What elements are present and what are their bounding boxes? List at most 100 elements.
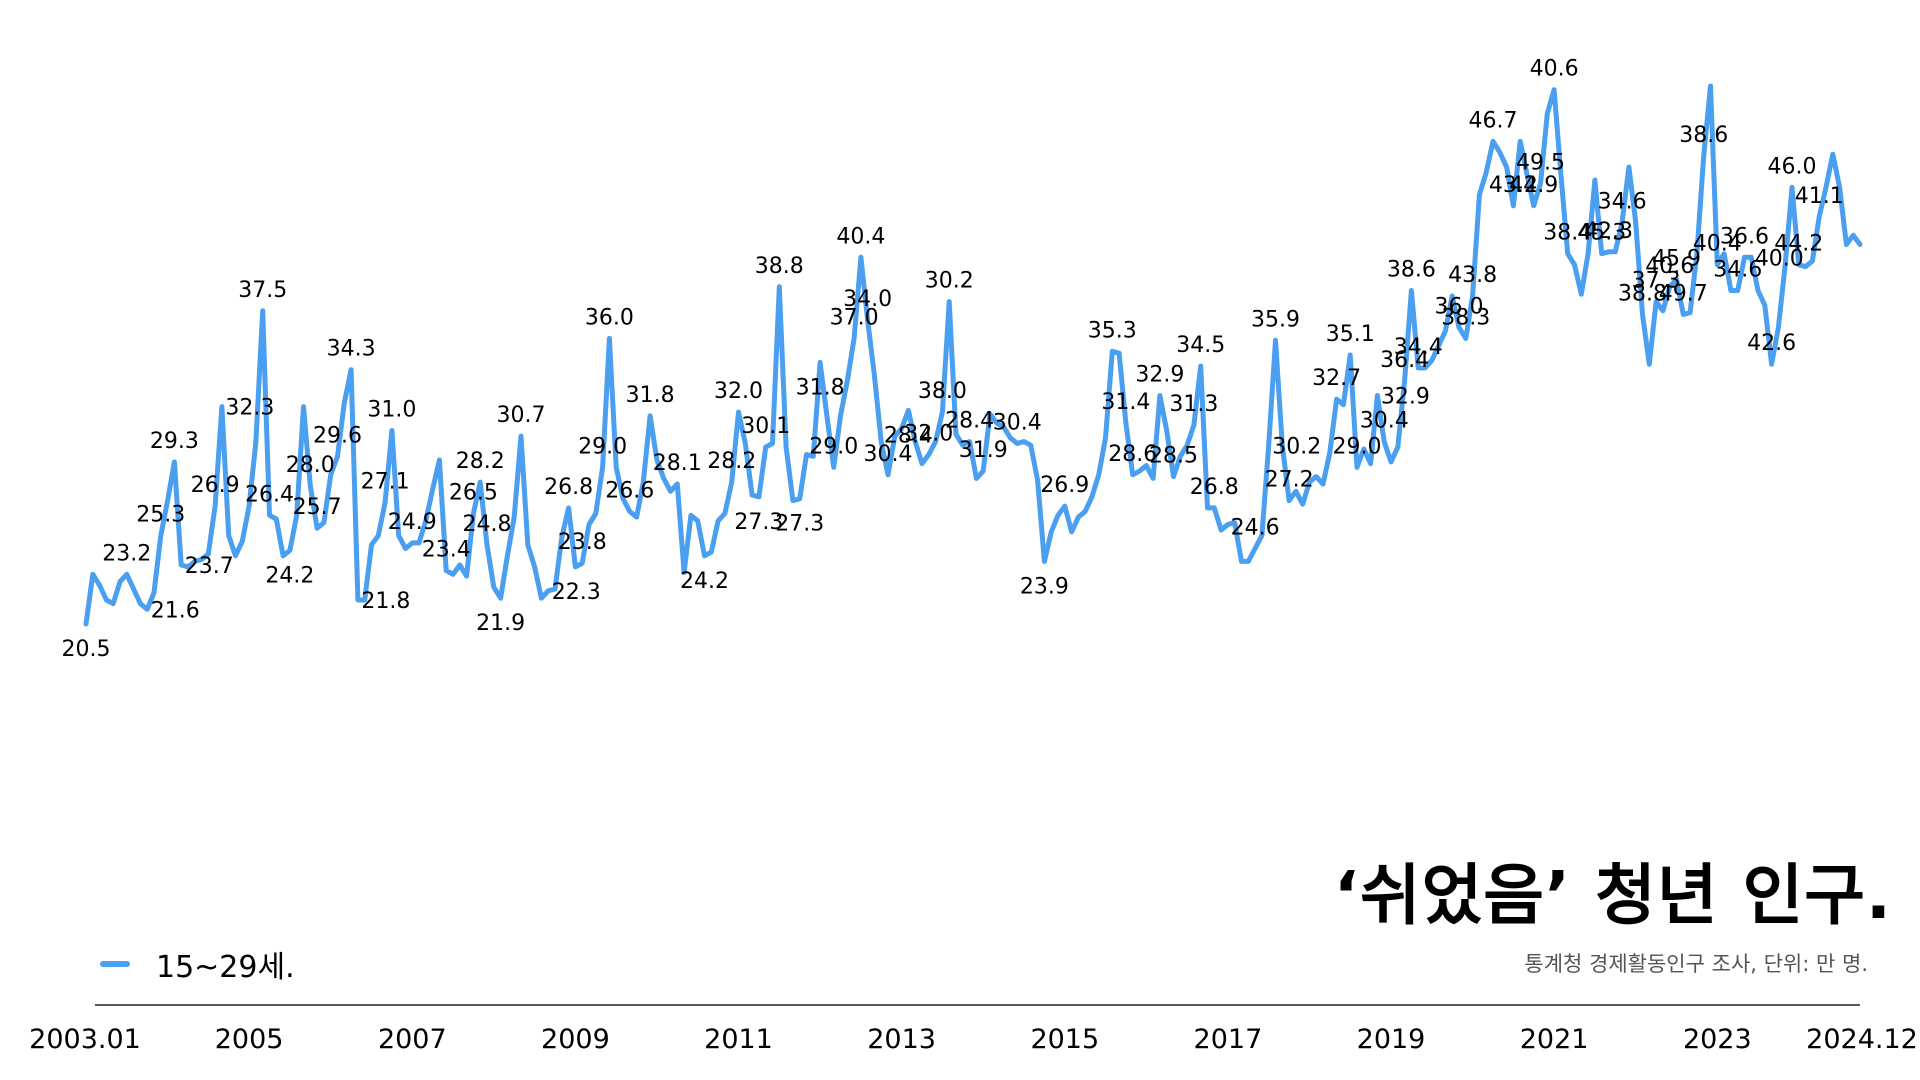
data-label: 26.8 — [544, 475, 593, 500]
data-label: 40.4 — [1693, 232, 1742, 257]
data-label: 25.7 — [293, 495, 342, 520]
data-label: 49.7 — [1659, 282, 1708, 307]
data-label: 31.4 — [1101, 390, 1150, 415]
data-label: 36.0 — [585, 305, 634, 330]
data-label: 25.3 — [136, 503, 185, 528]
data-label: 30.2 — [1272, 434, 1321, 459]
data-label: 21.6 — [151, 598, 200, 623]
data-label: 46.0 — [1768, 154, 1817, 179]
legend-swatch — [100, 961, 130, 967]
series-line-15-29 — [83, 83, 1863, 627]
data-label: 34.6 — [1598, 189, 1647, 214]
x-tick-label: 2011 — [704, 1024, 773, 1055]
data-label: 27.3 — [775, 512, 824, 537]
data-label: 34.4 — [1394, 335, 1443, 360]
data-label: 24.6 — [1231, 516, 1280, 541]
x-tick-label: 2007 — [378, 1024, 447, 1055]
data-label: 23.7 — [185, 554, 234, 579]
data-label: 30.4 — [1360, 409, 1409, 434]
data-label: 44.9 — [1509, 173, 1558, 198]
x-tick-label: 2019 — [1357, 1024, 1426, 1055]
data-label: 31.8 — [796, 375, 845, 400]
data-label: 42.6 — [1747, 331, 1796, 356]
data-label: 32.0 — [714, 379, 763, 404]
data-label: 32.0 — [904, 422, 953, 447]
x-tick-label: 2023 — [1683, 1024, 1752, 1055]
data-label: 30.4 — [864, 442, 913, 467]
data-label: 32.9 — [1135, 363, 1184, 388]
data-label: 29.0 — [809, 434, 858, 459]
data-label: 44.2 — [1774, 232, 1823, 257]
data-label: 27.2 — [1265, 468, 1314, 493]
data-label: 23.4 — [422, 538, 471, 563]
data-label: 28.2 — [456, 449, 505, 474]
data-label: 36.6 — [1720, 224, 1769, 249]
data-label: 38.3 — [1441, 305, 1490, 330]
data-label: 23.8 — [558, 530, 607, 555]
data-label: 36.0 — [1435, 294, 1484, 319]
data-label: 43.2 — [1489, 173, 1538, 198]
data-label: 26.4 — [245, 482, 294, 507]
x-tick-label: 2024.12 — [1806, 1024, 1918, 1055]
data-label: 36.4 — [1380, 348, 1429, 373]
data-label: 21.8 — [361, 589, 410, 614]
data-label: 35.9 — [1251, 307, 1300, 332]
data-label: 24.2 — [680, 569, 729, 594]
data-label: 28.5 — [1149, 444, 1198, 469]
data-label: 28.6 — [1108, 442, 1157, 467]
data-label: 28.1 — [653, 451, 702, 476]
x-tick-label: 2021 — [1520, 1024, 1589, 1055]
legend-label: 15~29세. — [156, 950, 295, 985]
x-tick-label: 2005 — [215, 1024, 284, 1055]
data-label: 28.2 — [707, 449, 756, 474]
data-label: 45.3 — [1577, 221, 1626, 246]
data-label: 26.9 — [191, 473, 240, 498]
data-label: 34.3 — [327, 337, 376, 362]
data-label: 40.4 — [836, 224, 885, 249]
x-tick-label: 2017 — [1194, 1024, 1263, 1055]
data-label: 26.8 — [1190, 475, 1239, 500]
data-label: 32.7 — [1312, 366, 1361, 391]
data-label: 38.8 — [755, 254, 804, 279]
data-label: 24.9 — [388, 510, 437, 535]
data-label: 34.5 — [1176, 333, 1225, 358]
data-label: 37.0 — [830, 305, 879, 330]
data-label: 40.6 — [1645, 254, 1694, 279]
source-note: 통계청 경제활동인구 조사, 단위: 만 명. — [1524, 952, 1868, 976]
data-label: 38.6 — [1679, 123, 1728, 148]
data-label: 29.6 — [313, 423, 362, 448]
data-label: 20.5 — [62, 637, 111, 662]
data-label: 31.8 — [626, 383, 675, 408]
data-label: 27.3 — [734, 510, 783, 535]
x-tick-label: 2009 — [541, 1024, 610, 1055]
data-label: 26.5 — [449, 481, 498, 506]
data-label: 30.7 — [497, 403, 546, 428]
data-label: 22.3 — [552, 580, 601, 605]
data-label: 49.5 — [1516, 151, 1565, 176]
data-label: 23.2 — [102, 541, 151, 566]
data-label: 24.2 — [265, 563, 314, 588]
data-label: 30.4 — [993, 410, 1042, 435]
data-label: 32.9 — [1381, 385, 1430, 410]
data-label: 30.1 — [741, 414, 790, 439]
data-label: 26.6 — [605, 479, 654, 504]
data-label: 37.3 — [1632, 269, 1681, 294]
data-label: 43.8 — [1448, 263, 1497, 288]
data-label: 35.1 — [1326, 322, 1375, 347]
data-label: 26.9 — [1040, 473, 1089, 498]
data-label: 23.9 — [1020, 574, 1069, 599]
data-label: 32.3 — [225, 396, 274, 421]
data-label: 45.9 — [1652, 247, 1701, 272]
data-label: 40.6 — [1530, 57, 1579, 82]
data-label: 28.0 — [286, 453, 335, 478]
data-label: 30.2 — [925, 269, 974, 294]
data-label: 31.9 — [959, 438, 1008, 463]
x-tick-label: 2015 — [1030, 1024, 1099, 1055]
data-label: 27.1 — [361, 469, 410, 494]
data-label: 37.5 — [238, 278, 287, 303]
data-label: 28.4 — [945, 409, 994, 434]
data-label: 28.4 — [884, 423, 933, 448]
data-label: 31.3 — [1169, 392, 1218, 417]
data-label: 40.0 — [1755, 246, 1804, 271]
